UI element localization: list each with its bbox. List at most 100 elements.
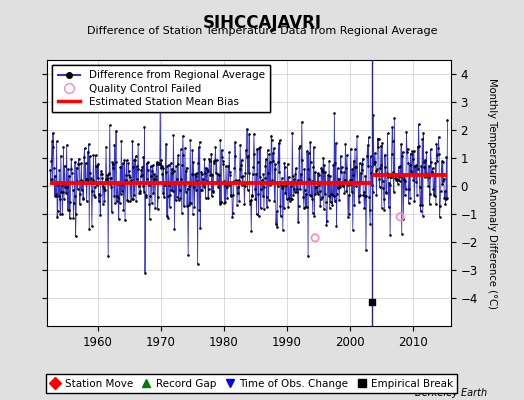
Point <box>417 208 425 214</box>
Point <box>412 162 421 168</box>
Point <box>139 154 148 160</box>
Point <box>308 178 316 184</box>
Point <box>113 198 121 204</box>
Point <box>318 167 326 173</box>
Point <box>97 168 105 175</box>
Point <box>321 169 330 175</box>
Point <box>403 146 412 152</box>
Point <box>317 165 325 171</box>
Point <box>399 149 407 155</box>
Point <box>162 141 170 147</box>
Point <box>305 176 313 182</box>
Point <box>383 189 391 195</box>
Point <box>304 150 313 156</box>
Point <box>269 150 277 156</box>
Point <box>232 177 240 184</box>
Point <box>168 166 176 172</box>
Point <box>117 190 125 197</box>
Point <box>86 169 94 176</box>
Point <box>343 152 351 158</box>
Point <box>384 130 392 137</box>
Point <box>130 156 138 163</box>
Point <box>285 194 293 201</box>
Point <box>122 172 130 178</box>
Point <box>208 193 216 200</box>
Point <box>338 179 346 185</box>
Point <box>210 160 219 166</box>
Point <box>285 174 293 180</box>
Point <box>201 170 209 176</box>
Point <box>342 188 351 194</box>
Point <box>430 171 439 177</box>
Point <box>114 181 122 188</box>
Point <box>111 200 119 206</box>
Point <box>212 157 221 163</box>
Point <box>57 189 66 195</box>
Point <box>146 193 155 199</box>
Point <box>219 158 227 164</box>
Point <box>105 122 114 128</box>
Point <box>155 160 163 167</box>
Point <box>231 139 239 146</box>
Point <box>414 121 423 128</box>
Point <box>58 182 66 188</box>
Point <box>214 181 223 188</box>
Point <box>388 124 397 130</box>
Point <box>86 180 95 186</box>
Point <box>101 176 110 182</box>
Point <box>311 234 319 241</box>
Point <box>85 153 94 159</box>
Point <box>311 191 320 197</box>
Point <box>328 201 336 208</box>
Point <box>385 180 394 186</box>
Point <box>435 151 443 157</box>
Point <box>268 137 276 143</box>
Point <box>82 176 90 182</box>
Point <box>326 172 334 179</box>
Point <box>298 119 306 125</box>
Point <box>370 160 378 167</box>
Point <box>136 187 145 194</box>
Point <box>158 163 166 170</box>
Point <box>228 210 237 217</box>
Point <box>184 251 192 258</box>
Point <box>50 193 59 200</box>
Point <box>94 198 103 204</box>
Point <box>413 192 421 198</box>
Point <box>281 190 290 196</box>
Point <box>205 157 214 164</box>
Point <box>202 178 211 184</box>
Point <box>67 166 75 172</box>
Point <box>241 170 249 177</box>
Point <box>144 167 152 174</box>
Point <box>185 182 193 189</box>
Point <box>323 218 331 224</box>
Point <box>420 164 429 170</box>
Point <box>236 174 245 180</box>
Point <box>253 146 261 152</box>
Point <box>149 190 158 196</box>
Point <box>377 204 386 211</box>
Point <box>266 182 274 188</box>
Point <box>233 184 242 190</box>
Point <box>66 215 74 221</box>
Point <box>150 170 158 177</box>
Point <box>161 168 170 175</box>
Point <box>246 198 254 204</box>
Point <box>106 174 115 181</box>
Point <box>398 153 407 159</box>
Point <box>428 168 436 175</box>
Point <box>81 160 90 166</box>
Point <box>199 176 207 182</box>
Point <box>314 191 322 198</box>
Point <box>308 196 316 202</box>
Point <box>178 162 187 168</box>
Point <box>178 210 186 216</box>
Point <box>123 157 131 164</box>
Point <box>134 166 142 172</box>
Point <box>379 185 388 191</box>
Point <box>261 175 269 181</box>
Point <box>235 198 243 204</box>
Point <box>315 182 323 188</box>
Point <box>306 139 314 146</box>
